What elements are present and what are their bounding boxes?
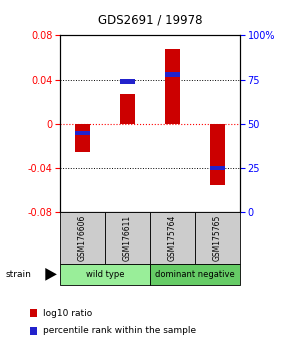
Bar	[60, 212, 105, 264]
Text: GSM175764: GSM175764	[168, 215, 177, 261]
Bar	[165, 72, 180, 76]
Bar	[210, 124, 225, 185]
Bar	[30, 327, 37, 335]
Bar	[165, 48, 180, 124]
Text: percentile rank within the sample: percentile rank within the sample	[43, 326, 196, 336]
Bar	[150, 212, 195, 264]
Bar	[105, 212, 150, 264]
Bar	[60, 264, 150, 285]
Bar	[120, 94, 135, 124]
Text: dominant negative: dominant negative	[155, 270, 235, 279]
Text: GSM175765: GSM175765	[213, 215, 222, 261]
Text: GDS2691 / 19978: GDS2691 / 19978	[98, 13, 202, 27]
Polygon shape	[45, 268, 57, 281]
Text: strain: strain	[6, 270, 32, 279]
Text: GSM176611: GSM176611	[123, 215, 132, 261]
Bar	[75, 124, 90, 152]
Bar	[210, 166, 225, 170]
Text: GSM176606: GSM176606	[78, 215, 87, 261]
Bar	[75, 131, 90, 135]
Text: wild type: wild type	[86, 270, 124, 279]
Text: log10 ratio: log10 ratio	[43, 309, 92, 318]
Bar	[120, 79, 135, 84]
Bar	[195, 212, 240, 264]
Bar	[150, 264, 240, 285]
Bar	[30, 309, 37, 317]
